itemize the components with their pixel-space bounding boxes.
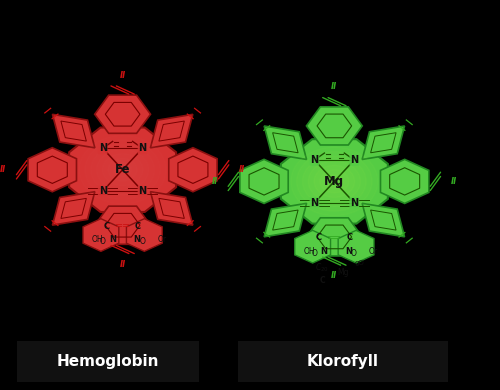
Text: gO: gO xyxy=(354,260,364,266)
Circle shape xyxy=(314,165,354,197)
Text: N: N xyxy=(98,143,107,153)
Text: N: N xyxy=(138,143,146,153)
Text: N: N xyxy=(346,247,352,256)
Polygon shape xyxy=(294,230,330,263)
Circle shape xyxy=(332,179,337,184)
FancyBboxPatch shape xyxy=(238,341,448,381)
Polygon shape xyxy=(264,203,306,237)
Polygon shape xyxy=(380,160,429,204)
Polygon shape xyxy=(94,95,150,133)
Text: II: II xyxy=(120,71,126,80)
Text: =: = xyxy=(116,221,124,231)
Text: II: II xyxy=(212,177,218,186)
Circle shape xyxy=(85,140,160,199)
Text: N: N xyxy=(138,186,146,196)
Text: II: II xyxy=(120,260,126,269)
Text: II: II xyxy=(331,271,338,280)
Text: =: = xyxy=(122,221,130,231)
Text: C: C xyxy=(135,222,141,230)
Text: OH: OH xyxy=(92,236,104,245)
Text: N: N xyxy=(109,236,116,245)
Text: O: O xyxy=(351,249,357,258)
Circle shape xyxy=(96,149,148,190)
Text: II: II xyxy=(239,165,246,174)
Text: Klorofyll: Klorofyll xyxy=(306,354,378,369)
Text: O: O xyxy=(312,249,318,258)
Circle shape xyxy=(296,152,372,211)
Text: $C_{20}$: $C_{20}$ xyxy=(315,262,329,274)
Polygon shape xyxy=(94,206,150,244)
Text: =: = xyxy=(327,233,336,243)
Text: Or: Or xyxy=(369,247,378,256)
Text: C: C xyxy=(316,233,322,242)
Text: O: O xyxy=(100,237,106,246)
Polygon shape xyxy=(306,107,362,145)
Polygon shape xyxy=(150,191,193,225)
Text: N: N xyxy=(134,236,140,245)
Polygon shape xyxy=(169,148,217,192)
Text: II: II xyxy=(0,165,6,174)
Text: N: N xyxy=(98,186,107,196)
Polygon shape xyxy=(83,219,119,251)
Text: Or: Or xyxy=(158,236,166,245)
Circle shape xyxy=(79,135,166,204)
Polygon shape xyxy=(281,139,388,223)
Circle shape xyxy=(91,145,154,195)
Polygon shape xyxy=(362,126,405,160)
Circle shape xyxy=(291,147,378,216)
Polygon shape xyxy=(69,128,176,212)
Circle shape xyxy=(114,163,132,177)
Text: Mg: Mg xyxy=(337,268,348,277)
Polygon shape xyxy=(126,219,162,251)
Text: II: II xyxy=(451,177,457,186)
Circle shape xyxy=(102,154,143,186)
Text: N: N xyxy=(310,155,318,165)
Text: C: C xyxy=(347,233,353,242)
Circle shape xyxy=(326,175,343,188)
Text: N: N xyxy=(320,247,328,256)
FancyBboxPatch shape xyxy=(17,341,199,381)
Polygon shape xyxy=(240,160,288,204)
Polygon shape xyxy=(52,114,95,148)
Polygon shape xyxy=(52,191,95,225)
Text: OH: OH xyxy=(304,247,316,256)
Polygon shape xyxy=(150,114,193,148)
Text: Mg: Mg xyxy=(324,175,344,188)
Text: II: II xyxy=(331,82,338,92)
Circle shape xyxy=(120,167,126,172)
Circle shape xyxy=(308,161,360,202)
Text: Hemoglobin: Hemoglobin xyxy=(56,354,159,369)
Circle shape xyxy=(108,158,137,181)
Polygon shape xyxy=(28,148,76,192)
Polygon shape xyxy=(362,203,405,237)
Text: N: N xyxy=(350,155,358,165)
Text: N: N xyxy=(310,198,318,208)
Polygon shape xyxy=(264,126,306,160)
Polygon shape xyxy=(306,218,362,256)
Text: Fe: Fe xyxy=(115,163,130,176)
Circle shape xyxy=(302,156,366,207)
Circle shape xyxy=(320,170,349,193)
Polygon shape xyxy=(338,230,374,263)
Text: =: = xyxy=(334,233,342,243)
Text: O: O xyxy=(140,237,145,246)
Text: C: C xyxy=(319,277,325,285)
Text: C: C xyxy=(104,222,110,230)
Text: N: N xyxy=(350,198,358,208)
